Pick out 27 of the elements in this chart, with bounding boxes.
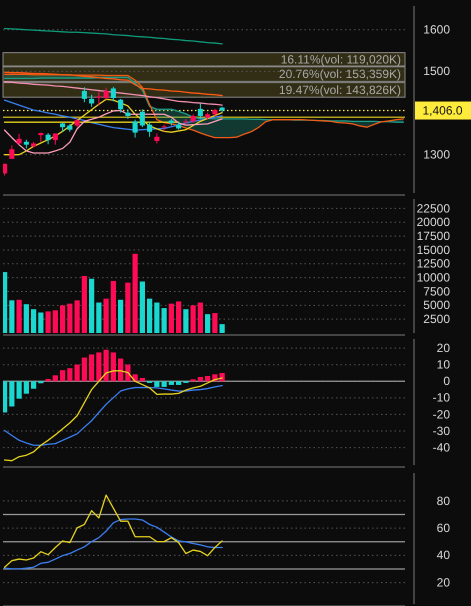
y-tick-label: 20 — [436, 575, 450, 590]
y-tick-label: 5000 — [423, 298, 450, 312]
y-tick-label: 0 — [443, 374, 450, 388]
y-tick-label: -40 — [432, 440, 450, 454]
y-tick-label: 10 — [436, 358, 450, 372]
y-tick-label: 12500 — [416, 256, 450, 271]
y-tick-label: 20000 — [416, 215, 450, 230]
y-tick-label: 10000 — [416, 270, 450, 284]
y-tick-label: 40 — [436, 548, 450, 562]
band-label: 16.11%(vol: 119,020K) — [280, 52, 401, 66]
y-tick-label: 2500 — [423, 312, 450, 326]
ref-line-label: 1,406.0 — [422, 104, 463, 118]
y-tick-label: -30 — [432, 424, 450, 438]
y-tick-label: 17500 — [416, 228, 450, 243]
y-tick-label: 15000 — [416, 242, 450, 257]
y-tick-label: 60 — [436, 520, 450, 535]
y-tick-label: 22500 — [416, 201, 450, 216]
y-tick-label: 1600 — [423, 22, 450, 37]
y-tick-label: 1500 — [423, 64, 450, 78]
y-tick-label: 20 — [436, 340, 450, 355]
y-tick-label: 7500 — [423, 284, 450, 298]
y-tick-label: 80 — [436, 494, 450, 508]
y-tick-label: 1300 — [423, 148, 450, 162]
band-label: 20.76%(vol: 153,359K) — [278, 67, 401, 82]
y-tick-label: -10 — [432, 390, 450, 405]
band-label: 19.47%(vol: 143,826K) — [278, 82, 401, 97]
y-tick-label: -20 — [432, 407, 450, 422]
